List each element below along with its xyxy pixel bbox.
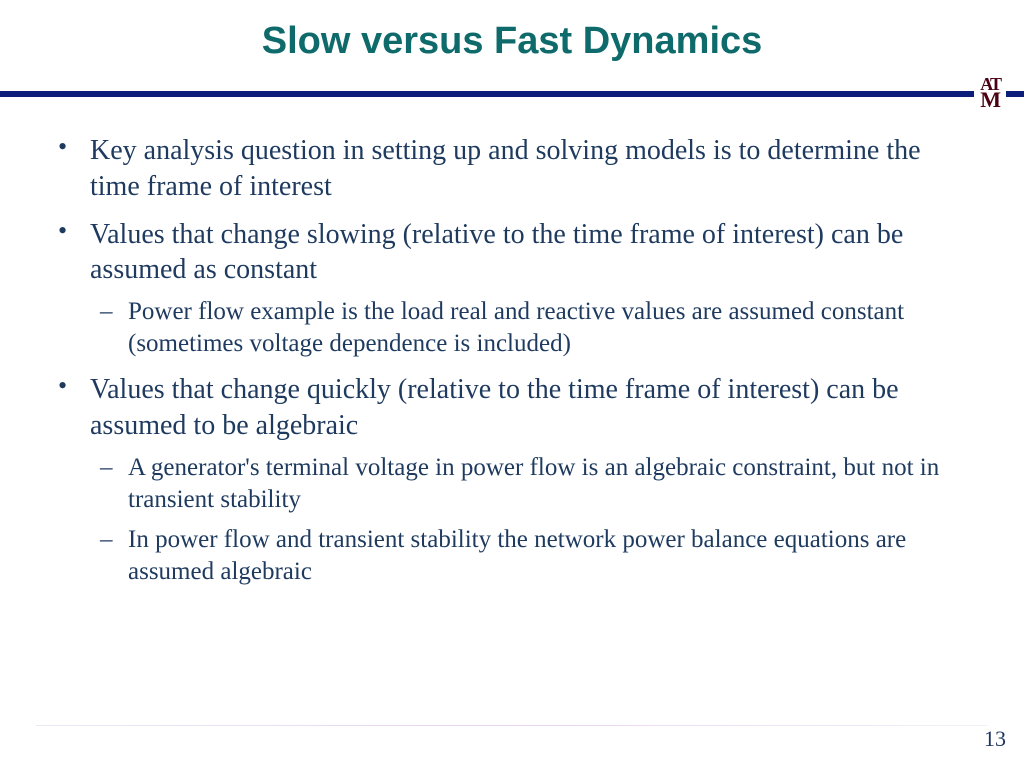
sub-list: A generator's terminal voltage in power … [90,452,976,588]
sub-item: In power flow and transient stability th… [90,524,976,588]
tamu-logo: AT M [974,75,1006,111]
slide: Slow versus Fast Dynamics AT M Key analy… [0,0,1024,768]
slide-body: Key analysis question in setting up and … [0,113,1024,588]
logo-bottom: M [980,89,1000,111]
title-rule-wrap: AT M [0,77,1024,113]
bullet-text: Values that change quickly (relative to … [90,374,899,441]
bullet-item: Values that change quickly (relative to … [48,372,976,588]
bullet-item: Values that change slowing (relative to … [48,217,976,361]
bullet-text: Values that change slowing (relative to … [90,219,903,286]
sub-list: Power flow example is the load real and … [90,296,976,360]
sub-text: In power flow and transient stability th… [128,526,906,585]
sub-text: Power flow example is the load real and … [128,298,904,357]
bullet-text: Key analysis question in setting up and … [90,135,921,202]
sub-item: Power flow example is the load real and … [90,296,976,360]
footer-line [36,725,988,726]
title-rule [0,91,1024,97]
sub-text: A generator's terminal voltage in power … [128,454,939,513]
page-number: 13 [984,726,1006,752]
bullet-list: Key analysis question in setting up and … [48,133,976,588]
sub-item: A generator's terminal voltage in power … [90,452,976,516]
bullet-item: Key analysis question in setting up and … [48,133,976,205]
slide-title: Slow versus Fast Dynamics [0,20,1024,63]
